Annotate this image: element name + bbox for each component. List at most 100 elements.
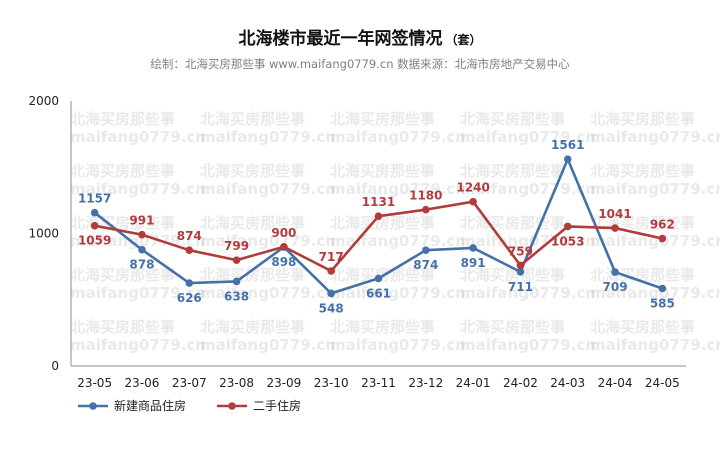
data-point [422, 205, 430, 214]
data-label: 717 [319, 250, 344, 264]
data-label: 709 [603, 280, 628, 294]
chart-subtitle: 绘制：北海买房那些事 www.maifang0779.cn 数据来源：北海市房地… [150, 57, 570, 71]
y-tick-label: 0 [51, 359, 59, 373]
data-label: 962 [650, 218, 675, 232]
data-label: 874 [177, 229, 202, 243]
data-label: 548 [319, 301, 344, 315]
x-tick-label: 23-06 [125, 376, 160, 390]
data-label: 759 [508, 244, 533, 258]
watermark-url: maifang0779.cn [460, 336, 596, 354]
data-label: 585 [650, 296, 675, 310]
data-label: 898 [271, 255, 296, 269]
data-label: 1131 [362, 195, 395, 209]
data-label: 711 [508, 280, 533, 294]
watermark-url: maifang0779.cn [70, 284, 206, 302]
data-label: 661 [366, 286, 391, 300]
data-label: 891 [461, 256, 486, 270]
x-tick-label: 24-02 [503, 376, 538, 390]
data-point [611, 268, 619, 276]
watermark-url: maifang0779.cn [200, 232, 336, 250]
watermark-text: 北海买房那些事 [330, 318, 435, 336]
series-layer [90, 155, 667, 298]
watermark-url: maifang0779.cn [460, 128, 596, 146]
watermark-text: 北海买房那些事 [330, 162, 435, 180]
data-label: 638 [224, 289, 249, 303]
watermark-url: maifang0779.cn [590, 284, 720, 302]
data-point [516, 267, 525, 276]
x-tick-label: 23-11 [361, 376, 396, 390]
data-label: 1157 [78, 192, 111, 206]
watermark-text: 北海买房那些事 [70, 110, 175, 128]
y-tick-label: 2000 [28, 94, 59, 108]
watermark-url: maifang0779.cn [200, 284, 336, 302]
watermark-text: 北海买房那些事 [70, 266, 175, 284]
watermark-url: maifang0779.cn [460, 284, 596, 302]
data-label: 626 [177, 291, 202, 305]
watermark-url: maifang0779.cn [330, 128, 466, 146]
data-point [90, 221, 99, 230]
data-point [232, 256, 241, 264]
data-point [563, 155, 572, 163]
watermark-text: 北海买房那些事 [200, 318, 305, 336]
data-point [516, 261, 525, 270]
y-tick-label: 1000 [28, 227, 59, 241]
x-tick-label: 23-09 [266, 376, 301, 390]
legend-marker [228, 402, 236, 410]
watermark-url: maifang0779.cn [590, 180, 720, 198]
data-label: 1041 [598, 207, 631, 221]
watermark-url: maifang0779.cn [200, 336, 336, 354]
legend-label: 二手住房 [253, 398, 301, 413]
x-tick-label: 24-05 [645, 376, 680, 390]
watermark-url: maifang0779.cn [330, 336, 466, 354]
chart-title: 北海楼市最近一年网签情况 （套） [238, 28, 481, 49]
watermark-url: maifang0779.cn [70, 128, 206, 146]
watermark-text: 北海买房那些事 [330, 214, 435, 232]
data-point [563, 222, 572, 231]
watermark-url: maifang0779.cn [70, 336, 206, 354]
watermark-text: 北海买房那些事 [460, 110, 565, 128]
data-point [658, 284, 667, 293]
watermark-text: 北海买房那些事 [590, 318, 695, 336]
watermark-text: 北海买房那些事 [70, 214, 175, 232]
data-label: 799 [224, 239, 249, 253]
legend: 新建商品住房 二手住房 [78, 398, 301, 413]
data-point [422, 246, 430, 254]
data-labels-layer: 1157 878 626 638 898 548 661 874 891 711 1561 709 58… [78, 138, 675, 315]
data-point [138, 230, 146, 239]
watermark-text: 北海买房那些事 [70, 162, 175, 180]
data-point [658, 234, 667, 243]
data-point [90, 208, 99, 217]
watermark-text: 北海买房那些事 [200, 214, 305, 232]
data-point [327, 267, 335, 275]
watermark-url: maifang0779.cn [590, 336, 720, 354]
data-point [469, 244, 477, 252]
watermark-text: 北海买房那些事 [460, 318, 565, 336]
watermark-url: maifang0779.cn [70, 180, 206, 198]
watermark-text: 北海买房那些事 [460, 162, 565, 180]
watermark-url: maifang0779.cn [330, 284, 466, 302]
watermark-text: 北海买房那些事 [590, 110, 695, 128]
watermark-text: 北海买房那些事 [330, 110, 435, 128]
data-label: 900 [271, 226, 296, 240]
data-point [469, 197, 477, 206]
data-point [327, 289, 335, 298]
x-tick-label: 23-10 [314, 376, 349, 390]
data-point [374, 274, 383, 283]
data-point [138, 245, 146, 254]
data-point [280, 242, 288, 251]
watermark-text: 北海买房那些事 [460, 266, 565, 284]
data-point [232, 277, 241, 286]
data-label: 874 [413, 258, 438, 272]
y-tick-labels: 0 1000 2000 [28, 94, 59, 373]
watermark-text: 北海买房那些事 [590, 162, 695, 180]
watermark-url: maifang0779.cn [200, 128, 336, 146]
watermark-text: 北海买房那些事 [200, 266, 305, 284]
data-label: 1240 [456, 181, 489, 195]
data-label: 1180 [409, 189, 442, 203]
data-point [185, 246, 194, 254]
x-tick-label: 23-07 [172, 376, 207, 390]
data-point [611, 224, 619, 232]
watermark-text: 北海买房那些事 [200, 110, 305, 128]
legend-marker [89, 402, 97, 410]
